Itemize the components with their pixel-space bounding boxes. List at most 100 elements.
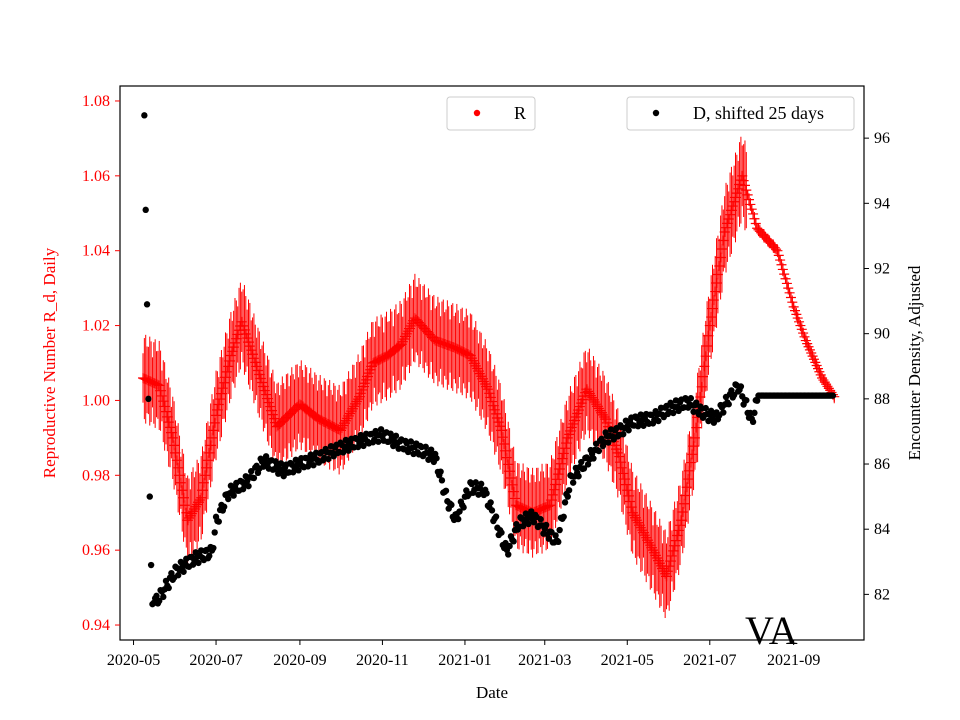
r-point-2021-05-03 <box>624 496 635 507</box>
plot-frame <box>119 85 865 641</box>
r-point-2021-05-01 <box>622 485 633 496</box>
x-tick-label-2020-11: 2020-11 <box>356 652 409 669</box>
r-point-2021-06-25 <box>696 381 707 392</box>
r-point-2020-05-27 <box>163 417 174 428</box>
r-point-2021-07-10 <box>716 244 727 255</box>
r-point-2020-08-27 <box>288 405 299 416</box>
r-point-2020-06-30 <box>209 417 220 428</box>
r-point-2021-08-30 <box>785 292 796 303</box>
r-point-2021-08-29 <box>784 287 795 298</box>
r-point-2021-02-13 <box>518 503 529 514</box>
r-point-2020-08-03 <box>255 373 266 384</box>
d-point-2021-04-17 <box>605 439 612 446</box>
d-point-2021-05-19 <box>648 411 655 419</box>
r-point-2021-04-01 <box>581 384 592 395</box>
r-point-2020-10-25 <box>367 358 378 368</box>
r-point-2021-07-05 <box>710 286 721 297</box>
r-point-2021-01-05 <box>465 350 476 361</box>
r-point-2021-06-16 <box>684 465 695 476</box>
r-point-2020-09-25 <box>327 421 338 432</box>
r-point-2020-07-07 <box>219 377 230 388</box>
d-point-2021-04-06 <box>590 455 597 462</box>
r-point-2021-04-03 <box>584 388 595 399</box>
r-point-2020-05-16 <box>148 377 159 388</box>
r-point-2020-06-15 <box>189 503 200 514</box>
r-point-2020-05-11 <box>142 374 153 385</box>
r-point-2021-01-12 <box>474 368 485 379</box>
r-point-2020-05-28 <box>165 422 176 433</box>
x-tick-label-2021-01: 2021-01 <box>438 652 491 669</box>
r-point-2020-06-19 <box>194 495 205 506</box>
y-left-tick-label-1.04: 1.04 <box>82 243 110 260</box>
r-point-2020-05-18 <box>151 379 162 390</box>
d-point-2021-03-04 <box>545 535 553 542</box>
r-point-2021-07-18 <box>727 201 738 212</box>
d-point-2020-05-20 <box>156 597 163 605</box>
r-point-2021-01-26 <box>493 417 504 428</box>
y-left-tick-label-1.00: 1.00 <box>82 392 110 409</box>
legend-r-label: R <box>514 103 526 123</box>
r-point-2021-06-09 <box>675 520 686 531</box>
r-point-2020-08-02 <box>254 369 265 380</box>
x-tick-label-2021-07: 2021-07 <box>683 652 736 669</box>
r-point-2020-07-23 <box>240 328 251 339</box>
r-point-2021-01-21 <box>487 396 497 407</box>
r-point-2020-08-01 <box>252 365 263 376</box>
d-point-2021-08-03 <box>751 409 758 417</box>
r-point-2021-04-30 <box>620 479 631 490</box>
r-point-2020-10-03 <box>338 420 349 431</box>
r-point-2021-01-22 <box>488 400 499 411</box>
r-point-2021-06-21 <box>691 422 702 433</box>
r-point-2021-07-08 <box>714 261 725 272</box>
d-point-2021-07-11 <box>720 409 727 416</box>
r-point-2021-02-07 <box>509 493 520 504</box>
r-point-2020-07-16 <box>231 333 242 344</box>
r-point-2020-06-18 <box>193 497 204 508</box>
r-point-2020-10-14 <box>353 394 364 405</box>
d-point-2021-07-24 <box>737 383 745 390</box>
r-point-2021-05-19 <box>646 542 657 553</box>
d-point-2021-04-10 <box>595 447 603 455</box>
r-point-2020-12-29 <box>455 345 466 356</box>
d-point-2020-06-29 <box>210 544 217 552</box>
r-point-2020-10-13 <box>351 396 362 407</box>
r-point-2021-01-18 <box>482 384 493 395</box>
d-point-2020-12-14 <box>437 468 444 475</box>
r-point-2021-08-24 <box>777 264 788 275</box>
r-point-2020-08-10 <box>265 401 276 412</box>
r-point-2021-02-06 <box>508 486 519 497</box>
r-point-2021-04-25 <box>614 451 625 462</box>
r-point-2020-08-19 <box>277 416 288 427</box>
r-point-2021-04-29 <box>619 474 630 485</box>
d-point-2020-07-10 <box>225 495 232 503</box>
r-point-2020-10-09 <box>346 406 357 417</box>
r-point-2021-07-30 <box>744 194 755 205</box>
r-point-2021-07-19 <box>729 196 740 207</box>
r-point-2021-06-20 <box>689 432 700 443</box>
r-point-2021-01-23 <box>489 404 500 415</box>
r-point-2021-06-17 <box>685 457 696 468</box>
r-point-2021-04-02 <box>583 386 594 397</box>
state-annotation: VA <box>745 608 798 653</box>
r-point-2020-11-17 <box>399 334 410 345</box>
r-point-2021-05-08 <box>631 515 642 526</box>
r-point-2021-09-27 <box>823 383 834 394</box>
r-point-2020-06-02 <box>171 455 182 466</box>
r-point-2020-08-05 <box>258 381 269 392</box>
r-point-2021-06-08 <box>673 525 684 536</box>
d-point-2020-05-10 <box>142 206 149 214</box>
r-point-2021-04-27 <box>616 462 627 473</box>
r-point-2020-05-08 <box>137 372 148 383</box>
r-point-2021-01-02 <box>461 348 472 359</box>
r-point-2020-05-31 <box>169 440 180 451</box>
r-point-2020-10-07 <box>343 410 354 421</box>
y-right-axis-label: Encounter Density, Adjusted <box>905 265 924 460</box>
r-point-2021-01-11 <box>473 366 484 377</box>
d-point-2020-05-09 <box>141 112 148 119</box>
r-point-2020-09-23 <box>324 419 335 430</box>
d-point-2021-02-17 <box>525 520 532 528</box>
r-point-2021-01-15 <box>478 376 489 387</box>
d-point-2020-05-14 <box>147 561 155 569</box>
x-axis: 2020-05 2020-07 2020-09 2020-11 2021-01 2021-… <box>107 640 820 669</box>
r-point-2021-05-04 <box>626 502 637 513</box>
